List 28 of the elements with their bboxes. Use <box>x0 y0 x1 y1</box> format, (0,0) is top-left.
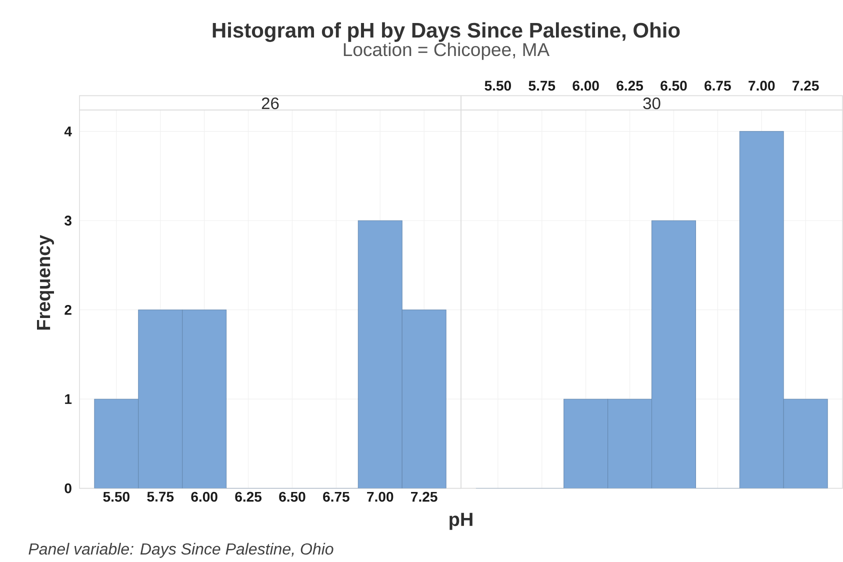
x-axis-title: pH <box>450 512 472 530</box>
text: 26 <box>262 97 279 110</box>
x-tick-label: 6.00 <box>572 80 599 91</box>
chart-title: Histogram of pH by Days Since Palestine, Ohio <box>212 22 680 42</box>
y-tick-label: 2 <box>64 304 72 315</box>
y-tick-label: 3 <box>64 216 72 226</box>
x-tick-label: 5.75 <box>147 492 174 502</box>
x-tick-label: 6.75 <box>323 492 350 502</box>
x-tick-label: 6.25 <box>616 80 644 91</box>
y-tick-label: 1 <box>65 394 72 404</box>
text: 30 <box>643 97 660 110</box>
x-tick-label: 7.25 <box>792 80 819 91</box>
x-tick-label: 5.75 <box>528 80 556 91</box>
y-tick-label: 0 <box>64 483 72 494</box>
x-tick-label: 6.25 <box>235 492 262 502</box>
x-tick-label: 7.00 <box>748 80 775 91</box>
x-tick-label: 7.00 <box>367 492 394 502</box>
x-tick-label: 6.00 <box>191 492 218 502</box>
y-tick-label: 4 <box>64 126 72 136</box>
y-axis-title: Frequency <box>37 234 54 330</box>
x-tick-label: 6.75 <box>704 80 731 91</box>
text: Panel variable: Days Since Palestine, Ohio <box>28 542 334 558</box>
x-tick-label: 6.50 <box>279 492 306 502</box>
x-tick-label: 6.50 <box>660 80 687 91</box>
x-tick-label: 5.50 <box>103 492 130 502</box>
x-tick-label: 5.50 <box>484 80 511 91</box>
x-tick-label: 7.25 <box>411 492 438 502</box>
chart-subtitle: Location = Chicopee, MA <box>344 42 550 60</box>
